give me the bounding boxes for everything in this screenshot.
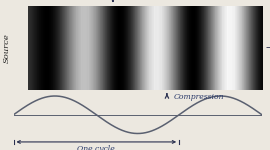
Text: Source: Source: [3, 33, 11, 63]
Text: →: →: [266, 43, 270, 53]
Text: Compression: Compression: [174, 93, 224, 101]
Text: One cycle: One cycle: [77, 145, 115, 150]
